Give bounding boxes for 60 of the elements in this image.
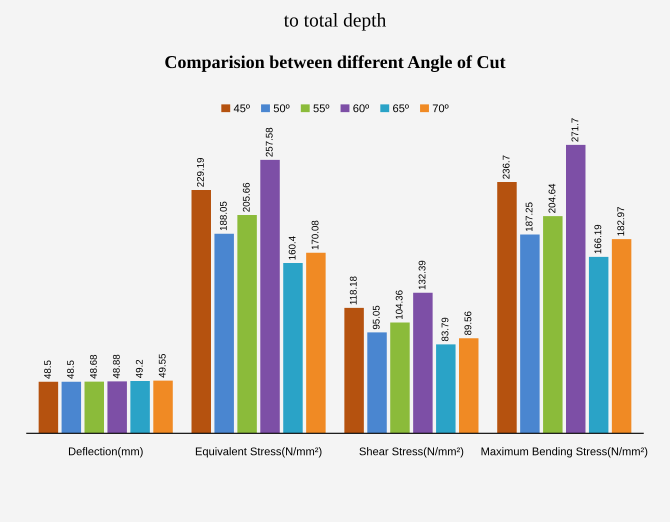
data-label: 132.39 bbox=[418, 260, 426, 290]
legend-label: 55º bbox=[313, 104, 330, 112]
data-label: 49.55 bbox=[158, 354, 166, 378]
data-label: 170.08 bbox=[312, 220, 319, 250]
legend-label: 65º bbox=[393, 104, 409, 112]
bar bbox=[153, 380, 173, 434]
data-label: 95.05 bbox=[372, 306, 380, 330]
x-tick-label: Deflection(mm) bbox=[68, 447, 143, 458]
bar bbox=[260, 160, 280, 434]
data-label: 49.2 bbox=[136, 360, 143, 378]
bar bbox=[130, 381, 150, 434]
data-label: 204.64 bbox=[548, 184, 556, 213]
data-label: 188.05 bbox=[220, 202, 227, 230]
text: to total depth bbox=[284, 13, 386, 31]
bar bbox=[84, 382, 104, 434]
data-label: 229.19 bbox=[196, 158, 204, 187]
bar bbox=[214, 234, 234, 434]
data-label: 236.7 bbox=[502, 155, 510, 179]
bar bbox=[459, 338, 478, 434]
data-label: 83.79 bbox=[442, 318, 448, 342]
bar bbox=[38, 382, 58, 434]
bar bbox=[107, 381, 127, 434]
bar bbox=[306, 252, 326, 434]
legend-label: 60º bbox=[353, 104, 370, 112]
x-tick-label: Maximum Bending Stress(N/mm²) bbox=[482, 447, 648, 458]
bar bbox=[283, 263, 303, 434]
bar bbox=[237, 215, 257, 434]
data-label: 166.19 bbox=[594, 224, 602, 254]
bar bbox=[62, 382, 82, 434]
data-label: 48.5 bbox=[44, 360, 52, 379]
bar bbox=[192, 190, 211, 434]
x-tick-label: Shear Stress(N/mm²) bbox=[359, 447, 464, 458]
bar bbox=[566, 144, 586, 434]
data-label: 48.88 bbox=[112, 354, 120, 378]
data-label: 187.25 bbox=[526, 202, 532, 232]
data-label: 205.66 bbox=[242, 182, 250, 212]
bar bbox=[390, 322, 410, 434]
bar bbox=[436, 344, 456, 434]
bar bbox=[588, 256, 608, 434]
legend-label: 50º bbox=[274, 104, 290, 112]
bar bbox=[543, 216, 563, 434]
legend-label: 70º bbox=[432, 104, 449, 112]
data-label: 160.4 bbox=[288, 236, 296, 260]
data-label: 257.58 bbox=[266, 128, 273, 157]
data-label: 104.36 bbox=[396, 290, 403, 319]
x-tick-label: Equivalent Stress(N/mm²) bbox=[196, 447, 322, 458]
data-label: 182.97 bbox=[617, 207, 624, 236]
bar bbox=[367, 332, 387, 434]
bar bbox=[413, 292, 433, 434]
data-label: 118.18 bbox=[350, 276, 357, 304]
chart-title: Comparision between different Angle of Cut bbox=[165, 55, 506, 72]
bar bbox=[520, 234, 540, 434]
data-label: 48.5 bbox=[67, 360, 74, 379]
legend-label: 45º bbox=[234, 104, 250, 112]
data-label: 89.56 bbox=[464, 312, 472, 336]
bar bbox=[612, 239, 632, 434]
data-label: 271.7 bbox=[571, 118, 578, 142]
bar bbox=[344, 308, 364, 434]
data-label: 48.68 bbox=[90, 354, 97, 379]
bar bbox=[497, 182, 517, 434]
